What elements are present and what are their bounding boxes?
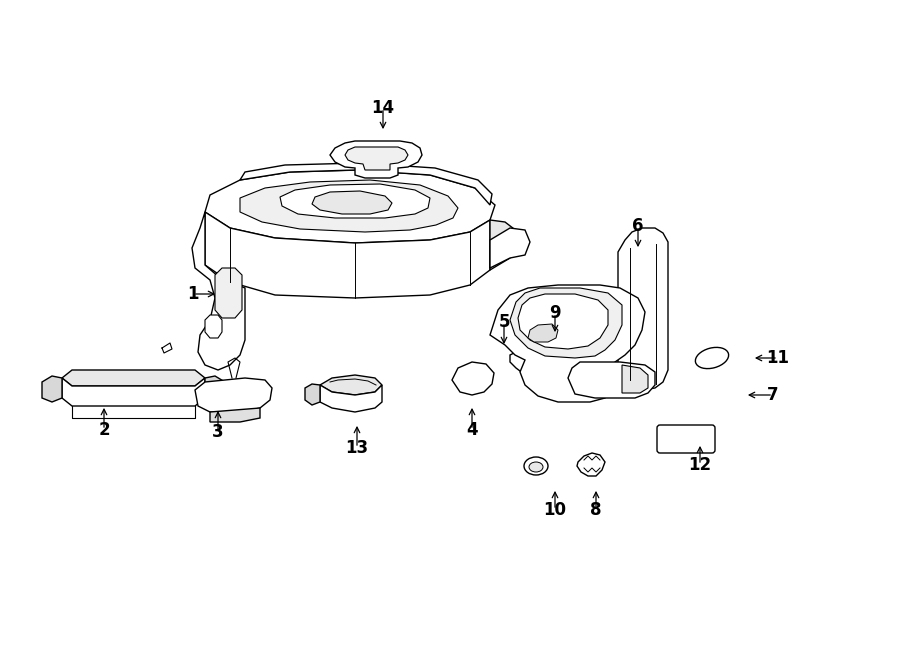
Polygon shape xyxy=(510,350,542,376)
Text: 3: 3 xyxy=(212,423,224,441)
Polygon shape xyxy=(280,184,430,218)
Polygon shape xyxy=(490,228,530,268)
Text: 9: 9 xyxy=(549,304,561,322)
Text: 14: 14 xyxy=(372,99,394,117)
Polygon shape xyxy=(192,212,245,370)
Text: 12: 12 xyxy=(688,456,712,474)
Ellipse shape xyxy=(696,348,729,369)
Ellipse shape xyxy=(591,375,600,385)
Polygon shape xyxy=(568,362,655,398)
Polygon shape xyxy=(240,163,492,205)
Polygon shape xyxy=(345,147,408,170)
Polygon shape xyxy=(305,384,320,405)
Text: 5: 5 xyxy=(499,313,509,331)
Polygon shape xyxy=(490,220,520,270)
Polygon shape xyxy=(530,328,608,342)
Text: 2: 2 xyxy=(98,421,110,439)
Text: 8: 8 xyxy=(590,501,602,519)
Polygon shape xyxy=(62,370,205,386)
Polygon shape xyxy=(618,228,668,390)
FancyBboxPatch shape xyxy=(657,425,715,453)
Polygon shape xyxy=(312,191,392,214)
Ellipse shape xyxy=(464,371,480,385)
Polygon shape xyxy=(195,378,272,412)
Text: 11: 11 xyxy=(767,349,789,367)
Polygon shape xyxy=(320,375,382,395)
Polygon shape xyxy=(490,285,645,402)
Text: 4: 4 xyxy=(466,421,478,439)
Text: 1: 1 xyxy=(187,285,199,303)
Text: 10: 10 xyxy=(544,501,566,519)
Polygon shape xyxy=(528,324,558,342)
Text: 6: 6 xyxy=(632,217,644,235)
Polygon shape xyxy=(518,294,608,349)
Polygon shape xyxy=(215,268,242,318)
Polygon shape xyxy=(330,141,422,178)
Polygon shape xyxy=(205,212,490,298)
Polygon shape xyxy=(510,288,622,358)
Polygon shape xyxy=(210,408,260,422)
Polygon shape xyxy=(205,170,495,243)
Ellipse shape xyxy=(529,462,543,472)
Polygon shape xyxy=(62,378,205,406)
Polygon shape xyxy=(42,376,62,402)
Polygon shape xyxy=(205,376,225,402)
Ellipse shape xyxy=(606,375,615,385)
Polygon shape xyxy=(530,335,608,357)
Polygon shape xyxy=(320,385,382,412)
Ellipse shape xyxy=(578,375,587,385)
Polygon shape xyxy=(577,453,605,476)
Polygon shape xyxy=(205,315,222,338)
Polygon shape xyxy=(452,362,494,395)
Ellipse shape xyxy=(528,351,544,369)
Polygon shape xyxy=(622,365,648,393)
Polygon shape xyxy=(240,180,458,232)
Text: 7: 7 xyxy=(767,386,778,404)
Ellipse shape xyxy=(524,457,548,475)
Text: 13: 13 xyxy=(346,439,369,457)
